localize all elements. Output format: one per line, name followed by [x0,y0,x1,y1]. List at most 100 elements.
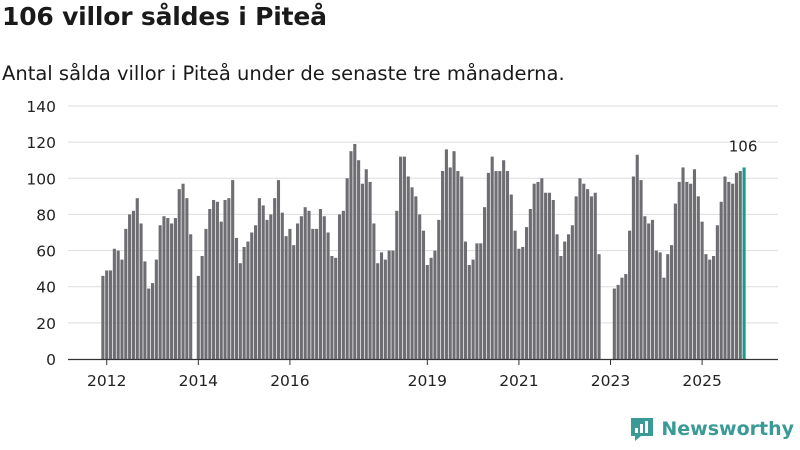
annotations: 106 [729,137,758,155]
bar [650,219,655,359]
bar [566,234,571,359]
bar [372,223,376,359]
bar [628,230,632,359]
bar [242,246,246,359]
bar [715,225,719,359]
bar [364,169,368,359]
bar [131,210,135,359]
bar [101,275,105,359]
bar [524,227,529,359]
bar [441,171,445,359]
bar [689,183,693,359]
bar [559,255,563,359]
bar [147,288,151,359]
brand-logo[interactable]: Newsworthy [629,416,794,442]
bar [731,183,735,359]
bar [467,265,471,359]
bar [654,250,658,359]
bar [345,178,349,359]
bar [414,196,418,359]
bar [551,199,555,359]
bar [483,207,487,359]
bar [406,176,410,359]
bar [334,257,338,359]
bar-highlight [742,167,746,359]
bar [673,203,677,359]
bar [418,214,422,359]
y-tick-label: 80 [36,206,56,224]
y-tick-label: 120 [26,134,56,152]
bar [505,171,510,359]
bar [143,261,147,359]
bar [635,154,639,359]
bar [299,216,303,359]
bar [124,228,128,359]
bar [173,218,177,359]
bar [532,183,536,359]
bar [586,189,590,359]
bar [234,237,239,359]
bar [154,259,158,359]
bar [570,225,574,359]
bar [326,232,330,359]
bar [360,183,364,359]
bar [540,178,544,359]
bar [410,187,414,359]
bar [105,270,109,359]
bar [692,169,697,359]
bar [437,219,441,359]
bar [509,194,513,359]
bar [288,228,292,359]
bar [139,223,143,359]
bar [719,201,723,359]
bar [521,246,525,359]
bar [643,216,647,359]
bar [231,180,235,359]
bar [479,243,483,359]
bar [738,171,742,359]
bar [379,252,384,359]
bar [284,236,288,359]
bar [544,192,548,359]
bar [307,210,311,359]
y-tick-label: 0 [46,351,56,369]
bar [170,223,174,359]
bar [318,209,323,359]
bar [677,181,681,359]
bar [185,198,189,359]
x-tick-label: 2016 [270,372,309,390]
bar [421,230,426,359]
bar [620,277,624,359]
bar [490,156,494,359]
bar [425,265,429,359]
bar [349,151,353,359]
bar [280,212,284,359]
bar [734,172,739,359]
bar [135,198,139,359]
bar [708,259,712,359]
bar [292,245,296,359]
y-tick-label: 100 [26,170,56,188]
bar [128,214,132,359]
bar [582,183,586,359]
bar [578,178,582,359]
x-tick-label: 2014 [179,372,218,390]
bar [303,207,307,359]
bar [116,250,120,359]
bar [502,160,506,359]
bar [555,234,559,359]
x-tick-label: 2023 [591,372,630,390]
bar [647,223,651,359]
bar [150,283,155,359]
bar [612,288,616,359]
bar [452,151,456,359]
bar [639,180,643,359]
bar [337,214,342,359]
x-tick-label: 2025 [682,372,721,390]
bar [624,274,628,359]
bar [475,243,479,359]
bar [330,255,334,359]
bar [261,205,265,359]
bar [513,230,517,359]
y-tick-label: 60 [36,243,56,261]
